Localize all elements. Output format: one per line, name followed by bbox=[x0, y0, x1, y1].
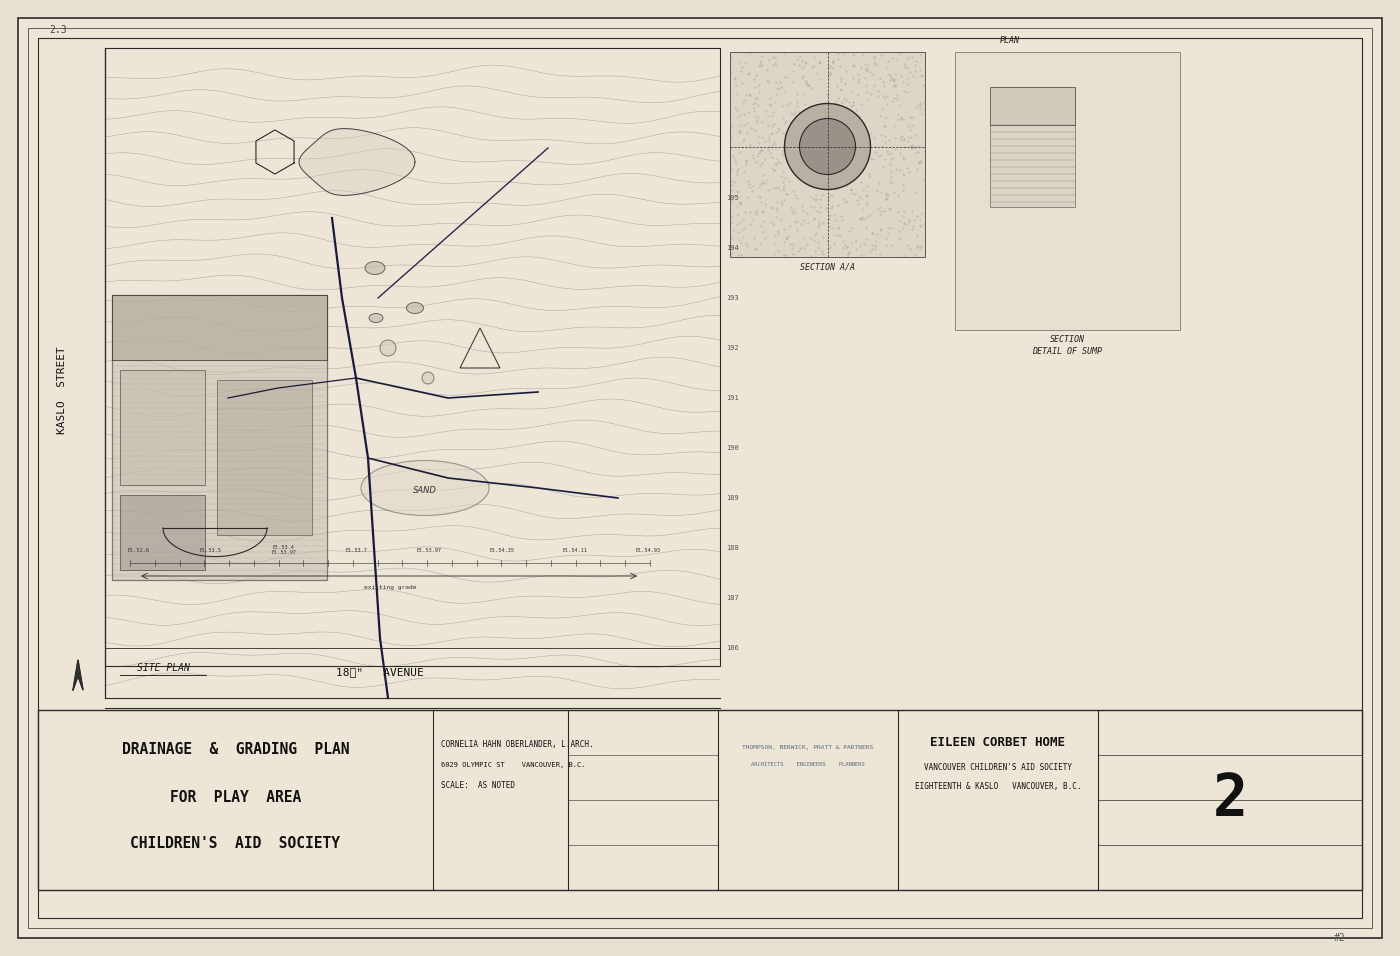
Text: THOMPSON, BERWICK, PRATT & PARTNERS: THOMPSON, BERWICK, PRATT & PARTNERS bbox=[742, 746, 874, 750]
Text: El.53.5: El.53.5 bbox=[200, 548, 221, 553]
Text: 6029 OLYMPIC ST    VANCOUVER, B.C.: 6029 OLYMPIC ST VANCOUVER, B.C. bbox=[441, 762, 585, 768]
Text: CORNELIA HAHN OBERLANDER, L.ARCH.: CORNELIA HAHN OBERLANDER, L.ARCH. bbox=[441, 741, 594, 750]
Text: El.53.97: El.53.97 bbox=[417, 548, 442, 553]
Text: SITE PLAN: SITE PLAN bbox=[137, 663, 189, 673]
Bar bbox=[112, 295, 328, 360]
Ellipse shape bbox=[361, 461, 489, 515]
Text: SCALE:  AS NOTED: SCALE: AS NOTED bbox=[441, 780, 515, 790]
Text: 189: 189 bbox=[727, 495, 739, 501]
Text: 193: 193 bbox=[727, 295, 739, 301]
Ellipse shape bbox=[370, 314, 384, 322]
Circle shape bbox=[799, 119, 855, 175]
Bar bbox=[990, 87, 1075, 125]
Text: 190: 190 bbox=[727, 445, 739, 451]
Text: SECTION: SECTION bbox=[1050, 336, 1085, 344]
Text: ARCHITECTS    ENGINEERS    PLANNERS: ARCHITECTS ENGINEERS PLANNERS bbox=[752, 763, 865, 768]
Bar bbox=[120, 370, 204, 485]
Circle shape bbox=[379, 340, 396, 356]
Text: 187: 187 bbox=[727, 595, 739, 601]
Text: PLAN: PLAN bbox=[1000, 35, 1021, 45]
Bar bbox=[120, 495, 204, 570]
Bar bbox=[38, 710, 1362, 890]
Text: El.54.11: El.54.11 bbox=[563, 548, 588, 553]
Text: EILEEN CORBET HOME: EILEEN CORBET HOME bbox=[931, 735, 1065, 749]
Text: VANCOUVER CHILDREN'S AID SOCIETY: VANCOUVER CHILDREN'S AID SOCIETY bbox=[924, 764, 1072, 772]
Text: 192: 192 bbox=[727, 345, 739, 351]
Bar bbox=[112, 295, 328, 580]
Ellipse shape bbox=[406, 302, 423, 314]
Text: El.53.7: El.53.7 bbox=[346, 548, 368, 553]
Polygon shape bbox=[300, 129, 414, 195]
Text: 195: 195 bbox=[727, 195, 739, 201]
Text: CHILDREN'S  AID  SOCIETY: CHILDREN'S AID SOCIETY bbox=[130, 836, 340, 852]
Text: El.53.4
El.53.97: El.53.4 El.53.97 bbox=[272, 545, 297, 555]
Text: EIGHTEENTH & KASLO   VANCOUVER, B.C.: EIGHTEENTH & KASLO VANCOUVER, B.C. bbox=[914, 781, 1081, 791]
Text: El.54.35: El.54.35 bbox=[490, 548, 515, 553]
Bar bbox=[105, 48, 720, 666]
Text: SAND: SAND bbox=[413, 486, 437, 494]
Text: KASLO  STREET: KASLO STREET bbox=[57, 346, 67, 434]
Text: 191: 191 bbox=[727, 395, 739, 401]
Text: 194: 194 bbox=[727, 245, 739, 251]
Text: FOR  PLAY  AREA: FOR PLAY AREA bbox=[169, 790, 301, 805]
Polygon shape bbox=[73, 660, 83, 690]
Text: DRAINAGE  &  GRADING  PLAN: DRAINAGE & GRADING PLAN bbox=[122, 743, 349, 757]
Text: SECTION A/A: SECTION A/A bbox=[799, 263, 855, 272]
Text: 18ᴛᴴ   AVENUE: 18ᴛᴴ AVENUE bbox=[336, 667, 424, 677]
Text: 2: 2 bbox=[1212, 771, 1247, 829]
Text: #2: #2 bbox=[1334, 933, 1345, 943]
Text: DETAIL OF SUMP: DETAIL OF SUMP bbox=[1033, 347, 1103, 357]
Text: 188: 188 bbox=[727, 545, 739, 551]
Text: existing grade: existing grade bbox=[364, 585, 416, 591]
Bar bbox=[990, 125, 1075, 207]
Text: 186: 186 bbox=[727, 645, 739, 651]
Circle shape bbox=[784, 103, 871, 189]
Text: El.52.6: El.52.6 bbox=[127, 548, 148, 553]
Bar bbox=[955, 52, 1180, 330]
Circle shape bbox=[421, 372, 434, 384]
Text: El.54.93: El.54.93 bbox=[636, 548, 661, 553]
Bar bbox=[217, 380, 312, 535]
Text: 2.3: 2.3 bbox=[49, 25, 67, 35]
Bar bbox=[729, 52, 925, 257]
Ellipse shape bbox=[365, 262, 385, 274]
